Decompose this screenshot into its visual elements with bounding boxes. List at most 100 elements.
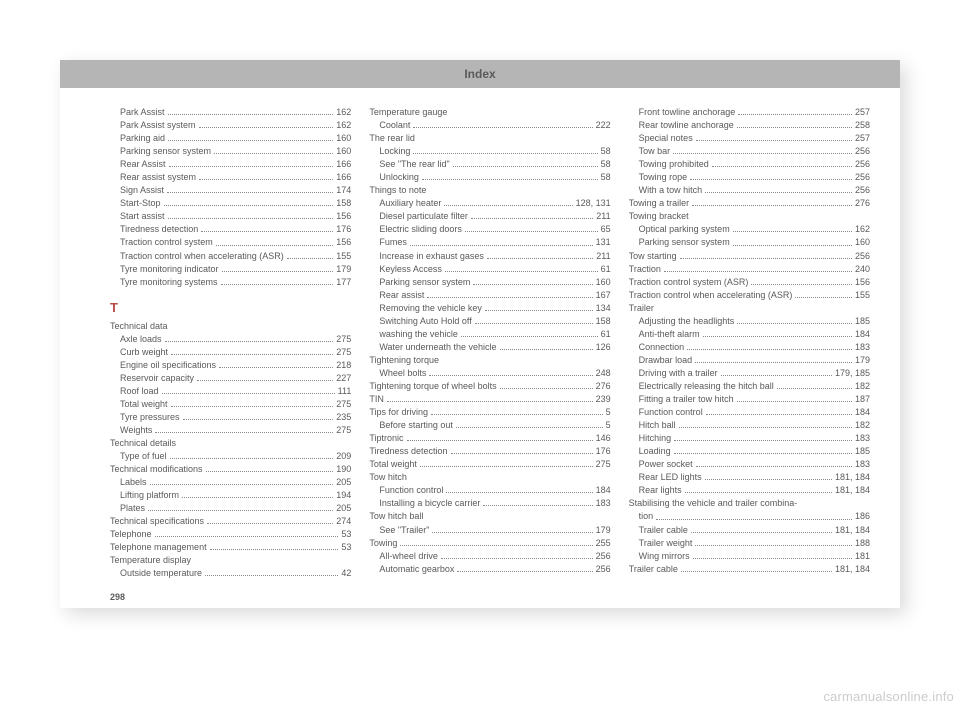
index-entry-page: 166: [336, 171, 351, 184]
dot-leader: [483, 505, 592, 506]
index-entry-label: Power socket: [629, 458, 693, 471]
index-entry-label: Park Assist: [110, 106, 165, 119]
index-entry-label: Hitching: [629, 432, 672, 445]
index-entry-page: 42: [341, 567, 351, 578]
index-entry: Rear lights181, 184: [629, 484, 870, 497]
index-entry-label: Tiredness detection: [110, 223, 198, 236]
index-entry-page: 256: [855, 250, 870, 263]
dot-leader: [207, 523, 333, 524]
index-entry: Tips for driving5: [369, 406, 610, 419]
dot-leader: [673, 153, 852, 154]
index-entry-page: 61: [601, 328, 611, 341]
index-entry-label: Telephone management: [110, 541, 207, 554]
index-entry-page: 205: [336, 476, 351, 489]
index-entry-label: Tyre monitoring indicator: [110, 263, 219, 276]
index-entry-page: 258: [855, 119, 870, 132]
index-entry-label: Type of fuel: [110, 450, 167, 463]
index-entry: Tyre pressures 235: [110, 411, 351, 424]
dot-leader: [422, 179, 598, 180]
dot-leader: [169, 166, 334, 167]
index-entry-label: Total weight: [369, 458, 417, 471]
index-entry: Front towline anchorage257: [629, 106, 870, 119]
dot-leader: [695, 545, 852, 546]
section-letter: T: [110, 299, 351, 318]
index-entry: Type of fuel 209: [110, 450, 351, 463]
index-entry: Engine oil specifications218: [110, 359, 351, 372]
index-heading-label: Technical details: [110, 437, 176, 450]
index-entry-page: 275: [336, 398, 351, 411]
index-entry: See "The rear lid"58: [369, 158, 610, 171]
dot-leader: [692, 205, 852, 206]
dot-leader: [182, 497, 333, 498]
index-entry-page: 182: [855, 380, 870, 393]
index-entry-page: 255: [596, 537, 611, 550]
index-entry: Rear assist167: [369, 289, 610, 302]
index-entry: Total weight275: [110, 398, 351, 411]
index-entry: Park Assist system162: [110, 119, 351, 132]
index-entry-page: 239: [596, 393, 611, 406]
index-entry-label: Connection: [629, 341, 685, 354]
index-entry-page: 58: [601, 171, 611, 184]
index-entry-page: 58: [601, 145, 611, 158]
index-entry-label: Tightening torque of wheel bolts: [369, 380, 496, 393]
index-entry: Parking aid160: [110, 132, 351, 145]
index-entry-page: 209: [336, 450, 351, 463]
dot-leader: [737, 127, 852, 128]
index-entry-page: 186: [855, 510, 870, 523]
index-entry-label: Function control: [629, 406, 703, 419]
index-entry-label: Towing prohibited: [629, 158, 709, 171]
index-entry-label: Front towline anchorage: [629, 106, 736, 119]
dot-leader: [738, 114, 852, 115]
index-entry-page: 248: [596, 367, 611, 380]
index-entry-label: Parking sensor system: [110, 145, 211, 158]
index-entry-label: Traction control system (ASR): [629, 276, 749, 289]
index-entry: Function control184: [629, 406, 870, 419]
index-entry-label: Reservoir capacity: [110, 372, 194, 385]
index-entry-page: 235: [336, 411, 351, 424]
dot-leader: [703, 336, 852, 337]
dot-leader: [690, 179, 852, 180]
dot-leader: [674, 453, 852, 454]
index-entry-label: Function control: [369, 484, 443, 497]
index-heading: Stabilising the vehicle and trailer comb…: [629, 497, 870, 510]
dot-leader: [150, 484, 334, 485]
dot-leader: [453, 166, 598, 167]
index-entry-label: Trailer cable: [629, 563, 678, 576]
dot-leader: [221, 284, 334, 285]
page-number: 298: [110, 592, 125, 602]
dot-leader: [656, 519, 852, 520]
dot-leader: [461, 336, 598, 337]
dot-leader: [210, 549, 339, 550]
dot-leader: [407, 440, 593, 441]
index-entry-label: Parking sensor system: [629, 236, 730, 249]
index-entry-label: Anti-theft alarm: [629, 328, 700, 341]
index-entry: Start assist156: [110, 210, 351, 223]
index-entry-page: 131: [596, 236, 611, 249]
index-entry: Wing mirrors181: [629, 550, 870, 563]
index-entry: Hitch ball182: [629, 419, 870, 432]
index-entry-page: 53: [341, 541, 351, 554]
index-entry-label: Fitting a trailer tow hitch: [629, 393, 734, 406]
index-heading: Tow hitch: [369, 471, 610, 484]
index-entry-page: 179: [855, 354, 870, 367]
index-content: Park Assist162Park Assist system162Parki…: [60, 88, 900, 588]
index-entry: Curb weight275: [110, 346, 351, 359]
index-entry: Traction control when accelerating (ASR)…: [110, 250, 351, 263]
index-entry-page: 146: [596, 432, 611, 445]
index-heading-label: Trailer: [629, 302, 654, 315]
index-entry: Axle loads275: [110, 333, 351, 346]
index-entry: Locking58: [369, 145, 610, 158]
index-entry-label: Tyre pressures: [110, 411, 180, 424]
index-entry: Tiredness detection176: [369, 445, 610, 458]
index-entry-label: TIN: [369, 393, 384, 406]
index-entry: Removing the vehicle key134: [369, 302, 610, 315]
index-entry: Trailer weight188: [629, 537, 870, 550]
dot-leader: [400, 545, 592, 546]
index-heading-label: Tightening torque: [369, 354, 439, 367]
index-entry-label: Tow bar: [629, 145, 671, 158]
dot-leader: [162, 393, 335, 394]
index-entry: Weights275: [110, 424, 351, 437]
index-column-3: Front towline anchorage257Rear towline a…: [629, 106, 870, 578]
index-entry: Lifting platform194: [110, 489, 351, 502]
index-entry: Parking sensor system160: [110, 145, 351, 158]
